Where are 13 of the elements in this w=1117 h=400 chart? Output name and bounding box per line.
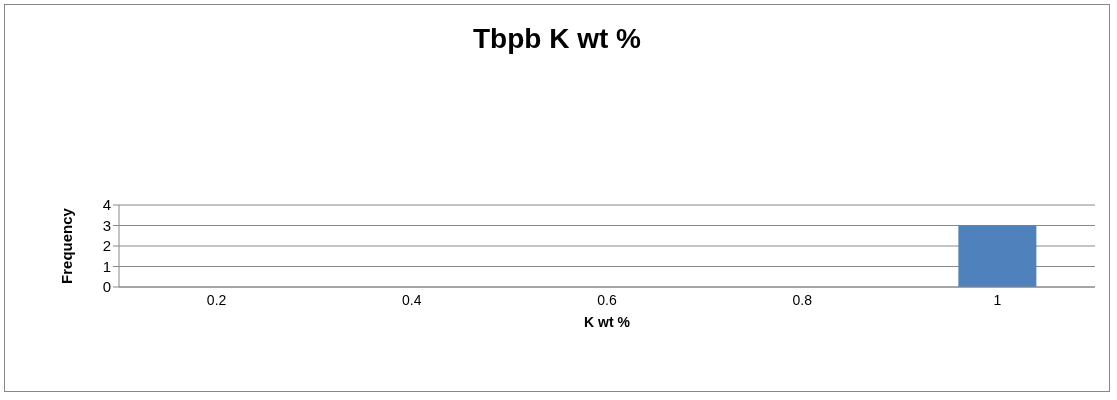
y-axis-title: Frequency bbox=[58, 207, 76, 284]
x-tick-label: 0.2 bbox=[206, 291, 227, 308]
x-tick-label: 0.4 bbox=[402, 291, 422, 308]
chart-title: Tbpb K wt % bbox=[472, 23, 642, 55]
y-tick-label: 4 bbox=[102, 196, 111, 214]
y-tick-label: 3 bbox=[102, 216, 111, 234]
x-tick-label: 1 bbox=[993, 291, 1002, 308]
y-tick-label: 0 bbox=[102, 278, 111, 296]
x-axis-title: K wt % bbox=[584, 314, 631, 330]
x-tick-label: 0.8 bbox=[792, 291, 813, 308]
x-tick-label: 0.6 bbox=[597, 291, 617, 308]
y-tick-label: 2 bbox=[102, 237, 111, 255]
y-tick-label: 1 bbox=[102, 257, 111, 275]
